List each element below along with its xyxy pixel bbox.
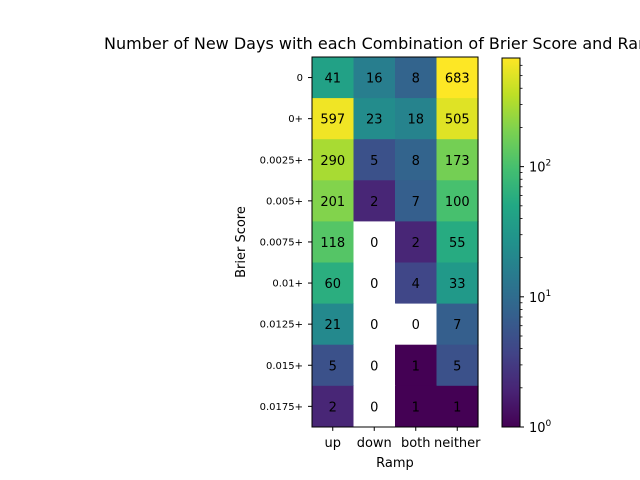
cell-value-label: 118	[320, 236, 345, 251]
heatmap-cell	[353, 180, 396, 222]
heatmap-cell	[353, 344, 396, 387]
cell-value-label: 0	[370, 318, 378, 333]
heatmap-cells	[312, 57, 479, 428]
heatmap-cell	[436, 98, 479, 140]
heatmap-cell	[312, 221, 355, 264]
cell-value-label: 0	[370, 359, 378, 374]
y-tick-label: 0+	[288, 114, 303, 125]
heatmap-cell	[395, 385, 438, 428]
cell-value-label: 290	[320, 154, 345, 169]
colorbar-tick-label: 100	[529, 419, 552, 436]
cell-value-label: 33	[449, 277, 466, 292]
heatmap-cell	[395, 262, 438, 305]
heatmap-cell	[436, 303, 479, 346]
cell-value-label: 0	[370, 400, 378, 415]
cell-value-label: 5	[453, 359, 461, 374]
cell-value-label: 16	[366, 72, 383, 87]
colorbar-ticks: 100 101 102	[520, 64, 552, 436]
heatmap-cell	[353, 139, 396, 181]
cell-value-label: 60	[324, 277, 341, 292]
colorbar-tick-label: 101	[529, 289, 551, 306]
heatmap-cell	[312, 57, 355, 99]
cell-value-label: 8	[412, 72, 420, 87]
cell-value-label: 1	[453, 400, 461, 415]
x-tick-label: up	[325, 436, 342, 451]
heatmap-cell	[395, 57, 438, 99]
cell-value-label: 0	[370, 277, 378, 292]
heatmap-cell	[395, 98, 438, 140]
heatmap-cell	[395, 180, 438, 222]
colorbar	[501, 57, 521, 428]
heatmap-cell	[353, 385, 396, 428]
y-tick-label: 0.0025+	[260, 155, 303, 166]
cell-value-label: 55	[449, 236, 466, 251]
cell-value-label: 100	[445, 195, 470, 210]
cell-value-label: 1	[412, 400, 420, 415]
y-axis-label: Brier Score	[234, 206, 249, 278]
heatmap-cell	[353, 221, 396, 264]
heatmap-cell	[395, 139, 438, 181]
y-tick-label: 0	[297, 73, 303, 84]
heatmap-cell	[353, 303, 396, 346]
cell-value-label: 8	[412, 154, 420, 169]
heatmap-cell	[312, 139, 355, 181]
cell-value-label: 21	[324, 318, 341, 333]
cell-value-label: 0	[370, 236, 378, 251]
heatmap-cell	[353, 98, 396, 140]
y-tick-label: 0.005+	[266, 196, 303, 207]
cell-value-label: 683	[445, 72, 470, 87]
heatmap-cell	[312, 98, 355, 140]
heatmap-cell	[436, 139, 479, 181]
heatmap-cell	[312, 303, 355, 346]
chart-title: Number of New Days with each Combination…	[104, 34, 640, 53]
colorbar-tick-label: 102	[529, 159, 551, 176]
cell-value-label: 2	[412, 236, 420, 251]
heatmap-cell	[436, 57, 479, 99]
heatmap-cell	[436, 180, 479, 222]
x-tick-label: both	[401, 436, 431, 451]
y-tick-label: 0.01+	[272, 279, 303, 290]
heatmap-cell	[395, 344, 438, 387]
heatmap-cell	[436, 344, 479, 387]
heatmap-cell	[395, 221, 438, 264]
y-axis-ticks: 0 0+ 0.0025+ 0.005+ 0.0075+ 0.01+ 0.0125+ 0.015…	[260, 73, 312, 413]
cell-value-label: 5	[370, 154, 378, 169]
cell-value-label: 7	[412, 195, 420, 210]
heatmap-cell	[395, 303, 438, 346]
cell-value-label: 173	[445, 154, 470, 169]
heatmap-cell	[353, 57, 396, 99]
y-tick-label: 0.0175+	[260, 402, 303, 413]
x-tick-label: down	[357, 436, 392, 451]
y-tick-label: 0.015+	[266, 361, 303, 372]
heatmap-cell	[312, 180, 355, 222]
cell-value-label: 201	[320, 195, 345, 210]
cell-value-label: 4	[412, 277, 420, 292]
x-tick-label: neither	[434, 436, 481, 451]
heatmap-cell	[312, 344, 355, 387]
cell-value-label: 2	[329, 400, 337, 415]
cell-value-label: 597	[320, 113, 345, 128]
cell-value-label: 0	[412, 318, 420, 333]
cell-value-label: 18	[407, 113, 424, 128]
heatmap-cell	[312, 385, 355, 428]
y-tick-label: 0.0125+	[260, 320, 303, 331]
cell-value-label: 7	[453, 318, 461, 333]
cell-value-label: 5	[329, 359, 337, 374]
heatmap-cell	[436, 221, 479, 264]
cell-value-label: 23	[366, 113, 383, 128]
heatmap-cell	[436, 262, 479, 305]
x-axis-label: Ramp	[376, 456, 414, 471]
heatmap-cell	[312, 262, 355, 305]
cell-value-label: 41	[324, 72, 341, 87]
cell-value-label: 505	[445, 113, 470, 128]
heatmap-cell	[353, 262, 396, 305]
heatmap-cell	[436, 385, 479, 428]
cell-value-label: 2	[370, 195, 378, 210]
y-tick-label: 0.0075+	[260, 237, 303, 248]
x-axis-ticks: up down both neither	[325, 426, 481, 451]
cell-value-label: 1	[412, 359, 420, 374]
